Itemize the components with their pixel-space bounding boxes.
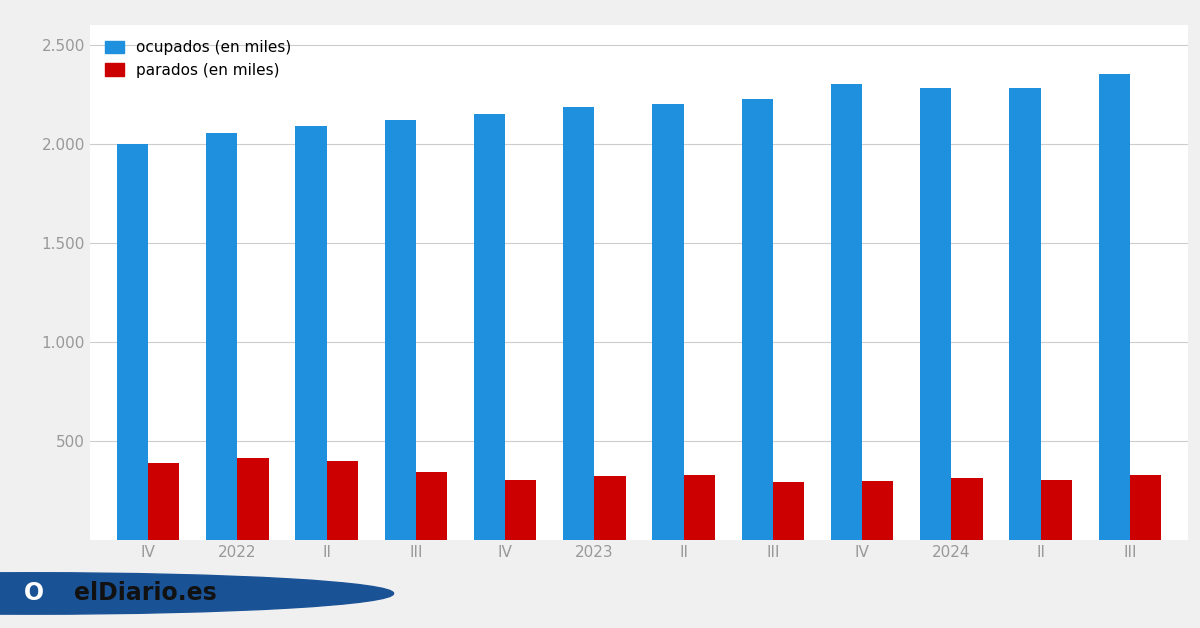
Legend: ocupados (en miles), parados (en miles): ocupados (en miles), parados (en miles)	[97, 33, 299, 85]
Bar	[1009, 87, 1040, 540]
Bar	[206, 133, 238, 540]
Bar	[952, 478, 983, 540]
Bar	[238, 458, 269, 540]
Bar	[594, 476, 625, 540]
Bar	[862, 481, 894, 540]
Bar	[773, 482, 804, 540]
Bar	[1040, 480, 1072, 540]
Bar	[1099, 73, 1130, 540]
Bar	[505, 480, 536, 540]
Bar	[653, 104, 684, 540]
Bar	[148, 463, 179, 540]
Bar	[474, 114, 505, 540]
Bar	[384, 120, 416, 540]
Circle shape	[0, 573, 394, 614]
Bar	[416, 472, 448, 540]
Bar	[1130, 475, 1162, 540]
Bar	[920, 87, 952, 540]
Text: O: O	[24, 582, 43, 605]
Bar	[684, 475, 715, 540]
Bar	[116, 144, 148, 540]
Bar	[295, 126, 326, 540]
Bar	[326, 461, 358, 540]
Bar	[830, 84, 862, 540]
Text: elDiario.es: elDiario.es	[74, 582, 217, 605]
Bar	[563, 107, 594, 540]
Bar	[742, 99, 773, 540]
